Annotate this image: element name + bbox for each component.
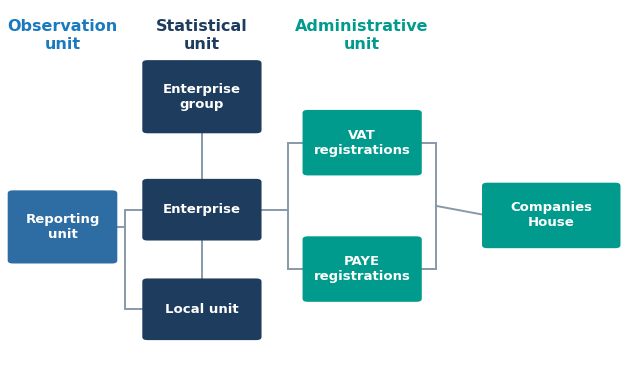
FancyBboxPatch shape xyxy=(8,190,117,264)
Text: Statistical
unit: Statistical unit xyxy=(156,19,248,52)
Text: Observation
unit: Observation unit xyxy=(8,19,117,52)
Text: Enterprise: Enterprise xyxy=(163,203,241,216)
Text: PAYE
registrations: PAYE registrations xyxy=(313,255,411,283)
Text: Companies
House: Companies House xyxy=(510,201,592,229)
FancyBboxPatch shape xyxy=(303,236,422,302)
FancyBboxPatch shape xyxy=(142,278,262,340)
Text: Local unit: Local unit xyxy=(165,303,238,316)
FancyBboxPatch shape xyxy=(482,183,620,248)
Text: Enterprise
group: Enterprise group xyxy=(163,83,241,111)
Text: Reporting
unit: Reporting unit xyxy=(25,213,100,241)
Text: VAT
registrations: VAT registrations xyxy=(313,129,411,157)
FancyBboxPatch shape xyxy=(142,179,262,241)
FancyBboxPatch shape xyxy=(142,60,262,133)
Text: Administrative
unit: Administrative unit xyxy=(296,19,429,52)
FancyBboxPatch shape xyxy=(303,110,422,175)
